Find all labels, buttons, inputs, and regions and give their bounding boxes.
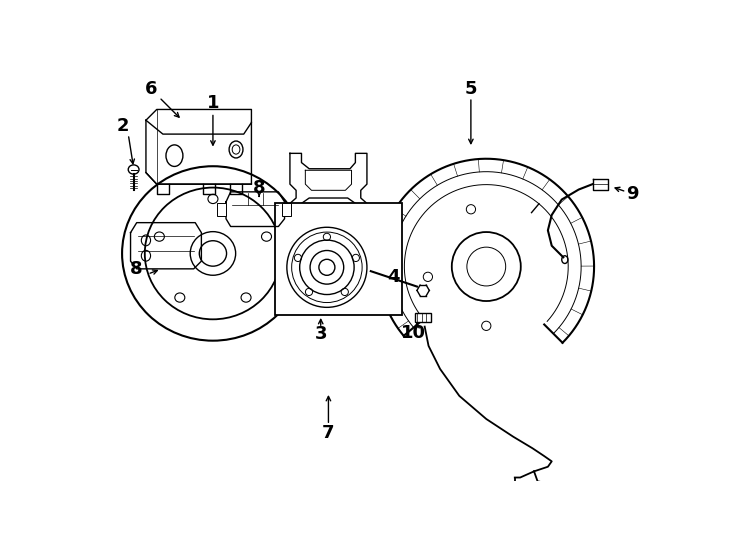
Bar bbox=[275, 204, 401, 315]
Text: 4: 4 bbox=[388, 267, 400, 286]
Text: 7: 7 bbox=[322, 424, 335, 442]
Bar bbox=[415, 313, 431, 322]
Text: 5: 5 bbox=[465, 80, 477, 98]
Text: 8: 8 bbox=[130, 260, 142, 278]
Text: 3: 3 bbox=[314, 325, 327, 343]
Text: 6: 6 bbox=[145, 80, 158, 98]
Text: 2: 2 bbox=[117, 117, 129, 136]
Bar bbox=[283, 204, 291, 215]
Text: 10: 10 bbox=[401, 324, 426, 342]
Bar bbox=[217, 204, 226, 215]
Text: 8: 8 bbox=[252, 179, 266, 197]
Text: 1: 1 bbox=[207, 94, 219, 112]
Text: 9: 9 bbox=[626, 185, 639, 203]
